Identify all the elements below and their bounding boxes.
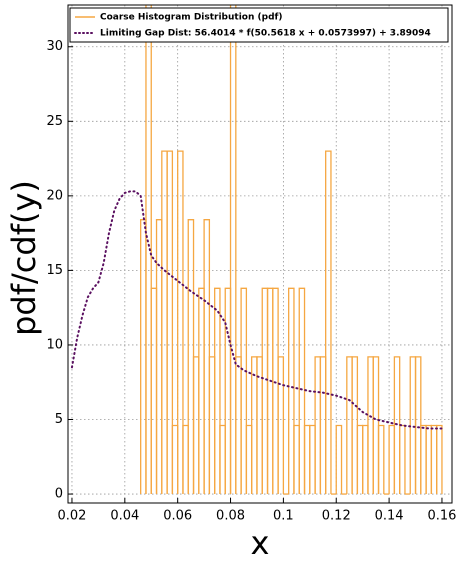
histogram-bin [288,287,295,495]
y-tick-label: 10 [46,337,63,352]
histogram-bin [192,356,200,495]
histogram-bin [319,356,327,495]
histogram-bin [208,356,216,495]
histogram-bin [414,356,422,495]
histogram-bin [372,356,380,495]
histogram-bin [303,424,311,495]
legend-box [69,7,449,43]
y-axis-label: pdf/cdf(y) [5,180,43,336]
x-tick-label: 0.1 [273,509,294,524]
x-tick-label: 0.12 [322,509,351,524]
histogram-bin [182,424,189,495]
histogram-bin [409,356,417,495]
histogram-bin [298,287,306,495]
axes-frame [67,4,453,504]
histogram-bin [219,424,226,495]
histogram-bin [140,219,147,495]
y-tick-label: 15 [46,263,63,278]
y-tick-label: 0 [55,487,63,502]
histogram-bin [420,424,427,495]
histogram-bin [399,424,406,495]
x-tick-label: 0.14 [375,509,404,524]
x-tick-label: 0.04 [110,509,139,524]
histogram-bin [362,424,369,495]
histogram-bin [166,150,174,495]
histogram-bin [150,287,158,495]
y-tick-label: 25 [46,114,63,129]
x-tick-label: 0.06 [163,509,192,524]
y-tick-label: 30 [46,39,63,54]
x-axis-label: x [251,524,270,562]
histogram-bin [436,424,443,495]
histogram-bin [309,424,316,495]
x-tick-label: 0.08 [216,509,245,524]
histogram-bin [177,150,184,495]
histogram-bin [240,287,248,495]
histogram-bin [161,150,168,495]
histogram-bin [224,287,232,495]
histogram-bin [261,287,269,495]
histogram-bin [346,356,353,495]
histogram-bin [266,287,274,495]
histogram-bin [388,424,396,495]
y-tick-label: 5 [55,412,63,427]
histogram-bin [198,287,205,495]
histogram-bin [293,424,300,495]
histogram-bin [325,150,332,495]
histogram-bin [351,356,359,495]
histogram-bin [214,287,221,495]
histogram-bin [356,424,364,495]
y-tick-label: 20 [46,188,63,203]
histogram-bin [393,356,401,495]
histogram-bin [377,424,385,495]
histogram-bin [251,356,258,495]
histogram-bin [145,5,152,495]
plot-area [70,5,443,495]
x-tick-label: 0.02 [57,509,86,524]
legend-label: Coarse Histogram Distribution (pdf) [100,13,283,23]
x-tick-label: 0.16 [427,509,456,524]
histogram-bin [229,5,237,495]
histogram-bin [367,356,374,495]
histogram-bin [335,424,343,495]
histogram-bin [187,219,195,495]
legend-label: Limiting Gap Dist: 56.4014 * f(50.5618 x… [100,29,431,39]
legend: Coarse Histogram Distribution (pdf) Limi… [69,7,449,43]
histogram-bin [203,219,211,495]
histogram-bin [277,356,285,495]
fit-line [70,190,443,430]
histogram-bin [155,219,163,495]
histogram-bin [430,424,438,495]
histogram-bin [314,356,322,495]
histogram-bin [272,287,279,495]
histogram-bin [235,356,242,495]
histogram-bin [425,424,433,495]
histogram-bin [171,424,179,495]
histogram-bin [245,424,253,495]
